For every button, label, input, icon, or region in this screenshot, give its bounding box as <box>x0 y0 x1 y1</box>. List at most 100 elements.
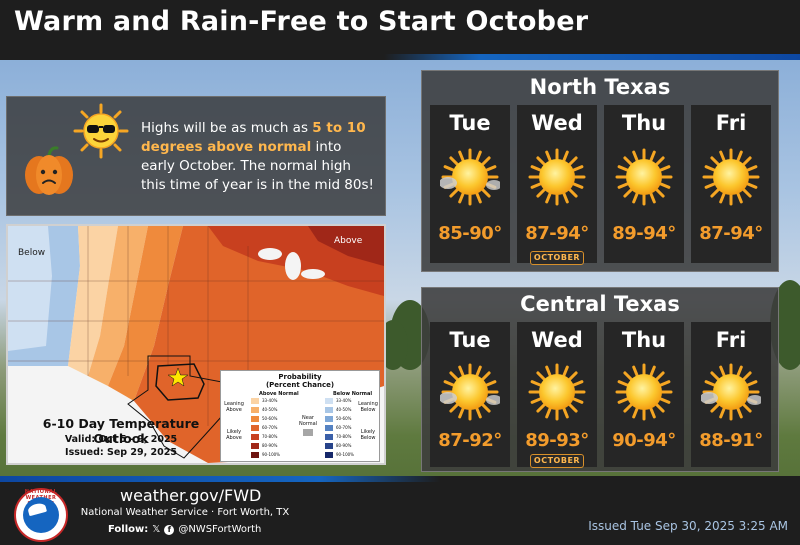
page-title: Warm and Rain-Free to Start October <box>14 6 589 37</box>
legend-title-line2: (Percent Chance) <box>265 381 335 389</box>
sun-with-sunglasses-icon <box>73 103 129 159</box>
day-name: Tue <box>449 328 491 352</box>
sunny-icon <box>527 147 587 207</box>
mostly-sunny-icon <box>700 362 763 422</box>
october-badge: OCTOBER <box>530 251 584 265</box>
sunny-icon <box>701 147 761 207</box>
legend-above-swatch <box>251 407 259 413</box>
legend-below-range: 50-60% <box>336 416 352 421</box>
north-texas-day-card: Wed 87-94° OCTOBER <box>517 105 597 265</box>
day-name: Fri <box>715 328 747 352</box>
legend-above-range: 33-40% <box>262 398 278 403</box>
central-texas-day-card: Tue 87-92° <box>430 322 510 467</box>
legend-leaning-below: Leaning Below <box>358 401 378 413</box>
north-texas-day-card: Tue 85-90° <box>430 105 510 263</box>
day-name: Tue <box>449 111 491 135</box>
legend-below-range: 33-40% <box>336 398 352 403</box>
sunny-icon <box>527 362 587 422</box>
legend-below-head: Below Normal <box>333 391 373 397</box>
legend-below-swatch <box>325 425 333 431</box>
header-bar: Warm and Rain-Free to Start October <box>0 0 800 54</box>
temperature-outlook-map: Below Above 6-10 Day Temperature Outlook… <box>6 224 386 465</box>
follow-label: Follow: <box>108 524 149 535</box>
map-valid-dates: Valid: Oct 5 - 9, 2025 <box>64 434 178 445</box>
central-texas-panel: Central Texas Tue 87-92° Wed 89-93° OCTOBE… <box>421 287 779 472</box>
nws-logo-icon: NATIONAL WEATHER SERVICE <box>14 488 68 542</box>
legend-title: Probability (Percent Chance) <box>221 373 379 389</box>
map-legend: Probability (Percent Chance) Above Norma… <box>220 370 380 462</box>
info-message: Highs will be as much as 5 to 10 degrees… <box>141 119 377 195</box>
legend-leaning-above: Leaning Above <box>224 401 244 413</box>
legend-below-swatch <box>325 416 333 422</box>
info-text-highlight: 5 to 10 degrees above normal <box>141 120 366 155</box>
legend-below-swatch <box>325 434 333 440</box>
issued-timestamp: Issued Tue Sep 30, 2025 3:25 AM <box>588 519 788 533</box>
mostly-sunny-icon <box>439 362 502 422</box>
legend-below-range: 60-70% <box>336 425 352 430</box>
north-texas-day-card: Fri 87-94° <box>691 105 771 263</box>
october-badge: OCTOBER <box>530 454 584 468</box>
day-temperature: 85-90° <box>438 223 502 244</box>
legend-above-range: 90-100% <box>262 452 280 457</box>
day-temperature: 89-93° <box>525 430 589 451</box>
legend-above-range: 60-70% <box>262 425 278 430</box>
legend-above-head: Above Normal <box>259 391 299 397</box>
map-above-label: Above <box>334 236 363 246</box>
central-texas-title: Central Texas <box>520 292 680 316</box>
day-name: Fri <box>715 111 747 135</box>
map-below-label: Below <box>18 248 46 258</box>
legend-above-swatch <box>251 434 259 440</box>
day-temperature: 87-94° <box>525 223 589 244</box>
legend-below-swatch <box>325 452 333 458</box>
legend-likely-below: Likely Below <box>360 429 376 441</box>
mostly-sunny-icon <box>439 147 502 207</box>
legend-near-normal: Near Normal <box>298 415 318 427</box>
legend-title-line1: Probability <box>278 373 322 381</box>
legend-above-swatch <box>251 425 259 431</box>
legend-above-range: 40-50% <box>262 407 278 412</box>
central-texas-day-card: Wed 89-93° OCTOBER <box>517 322 597 468</box>
pumpkin-icon <box>25 146 73 195</box>
day-temperature: 87-94° <box>699 223 763 244</box>
header-stripe <box>0 54 800 60</box>
legend-below-range: 70-80% <box>336 434 352 439</box>
social-handle[interactable]: @NWSFortWorth <box>178 524 262 535</box>
sunny-icon <box>614 147 674 207</box>
legend-above-swatch <box>251 398 259 404</box>
day-temperature: 87-92° <box>438 430 502 451</box>
map-issued-date: Issued: Sep 29, 2025 <box>65 447 177 458</box>
social-follow: Follow: 𝕏 f @NWSFortWorth <box>108 524 268 535</box>
north-texas-title: North Texas <box>529 75 671 99</box>
day-name: Thu <box>621 328 667 352</box>
legend-below-swatch <box>325 398 333 404</box>
info-text-start: Highs will be as much as <box>141 120 313 136</box>
legend-below-swatch <box>325 443 333 449</box>
legend-above-swatch <box>251 416 259 422</box>
legend-likely-above: Likely Above <box>226 429 242 441</box>
legend-above-range: 70-80% <box>262 434 278 439</box>
footer-stripe <box>0 476 800 482</box>
sunny-icon <box>614 362 674 422</box>
central-texas-day-card: Thu 90-94° <box>604 322 684 467</box>
legend-below-range: 40-50% <box>336 407 352 412</box>
office-website-link[interactable]: weather.gov/FWD <box>120 486 262 505</box>
legend-near-swatch <box>303 429 313 436</box>
legend-above-swatch <box>251 452 259 458</box>
day-name: Thu <box>621 111 667 135</box>
x-icon[interactable]: 𝕏 <box>152 524 161 535</box>
north-texas-day-card: Thu 89-94° <box>604 105 684 263</box>
legend-below-swatch <box>325 407 333 413</box>
map-title: 6-10 Day Temperature Outlook <box>42 416 200 446</box>
legend-below-range: 80-90% <box>336 443 352 448</box>
legend-below-range: 90-100% <box>336 452 354 457</box>
north-texas-panel: North Texas Tue 85-90° Wed 87-94° OCTOBER T… <box>421 70 779 272</box>
info-box: Highs will be as much as 5 to 10 degrees… <box>6 96 386 216</box>
legend-above-range: 80-90% <box>262 443 278 448</box>
legend-above-range: 50-60% <box>262 416 278 421</box>
footer-bar: NATIONAL WEATHER SERVICE weather.gov/FWD… <box>0 482 800 545</box>
legend-above-swatch <box>251 443 259 449</box>
day-temperature: 89-94° <box>612 223 676 244</box>
day-temperature: 88-91° <box>699 430 763 451</box>
facebook-icon[interactable]: f <box>164 524 175 535</box>
central-texas-day-card: Fri 88-91° <box>691 322 771 467</box>
